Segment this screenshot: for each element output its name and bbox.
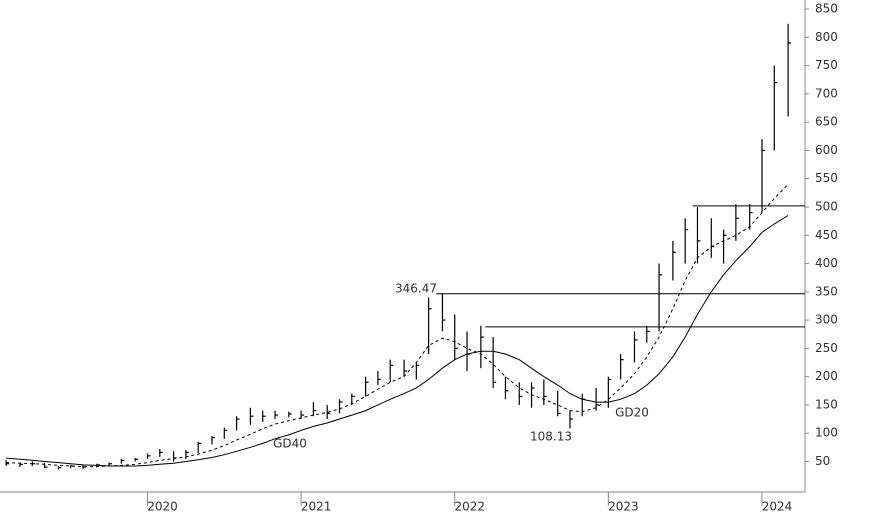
x-tick-label: 2024: [762, 500, 793, 514]
x-tick-label: 2022: [454, 500, 485, 514]
y-tick-label: 400: [815, 256, 838, 270]
y-tick-label: 350: [815, 284, 838, 298]
y-tick-label: 550: [815, 171, 838, 185]
moving-average: [6, 184, 789, 468]
y-tick-label: 450: [815, 228, 838, 242]
y-tick-label: 300: [815, 313, 838, 327]
y-tick-label: 700: [815, 86, 838, 100]
y-tick-label: 250: [815, 341, 838, 355]
y-tick-label: 150: [815, 397, 838, 411]
y-tick-label: 500: [815, 199, 838, 213]
annotation: 346.47: [395, 282, 437, 296]
annotation: 108.13: [530, 430, 572, 444]
y-tick-label: 100: [815, 426, 838, 440]
series-label: GD40: [273, 437, 307, 451]
y-tick-label: 750: [815, 58, 838, 72]
y-tick-label: 850: [815, 2, 838, 16]
moving-average: [6, 215, 789, 467]
series-label: GD20: [615, 406, 649, 420]
x-tick-label: 2020: [147, 500, 178, 514]
x-tick-label: 2023: [608, 500, 639, 514]
y-tick-label: 50: [815, 454, 830, 468]
y-tick-label: 800: [815, 30, 838, 44]
y-tick-label: 200: [815, 369, 838, 383]
x-tick-label: 2021: [301, 500, 332, 514]
y-tick-label: 600: [815, 143, 838, 157]
y-tick-label: 650: [815, 115, 838, 129]
